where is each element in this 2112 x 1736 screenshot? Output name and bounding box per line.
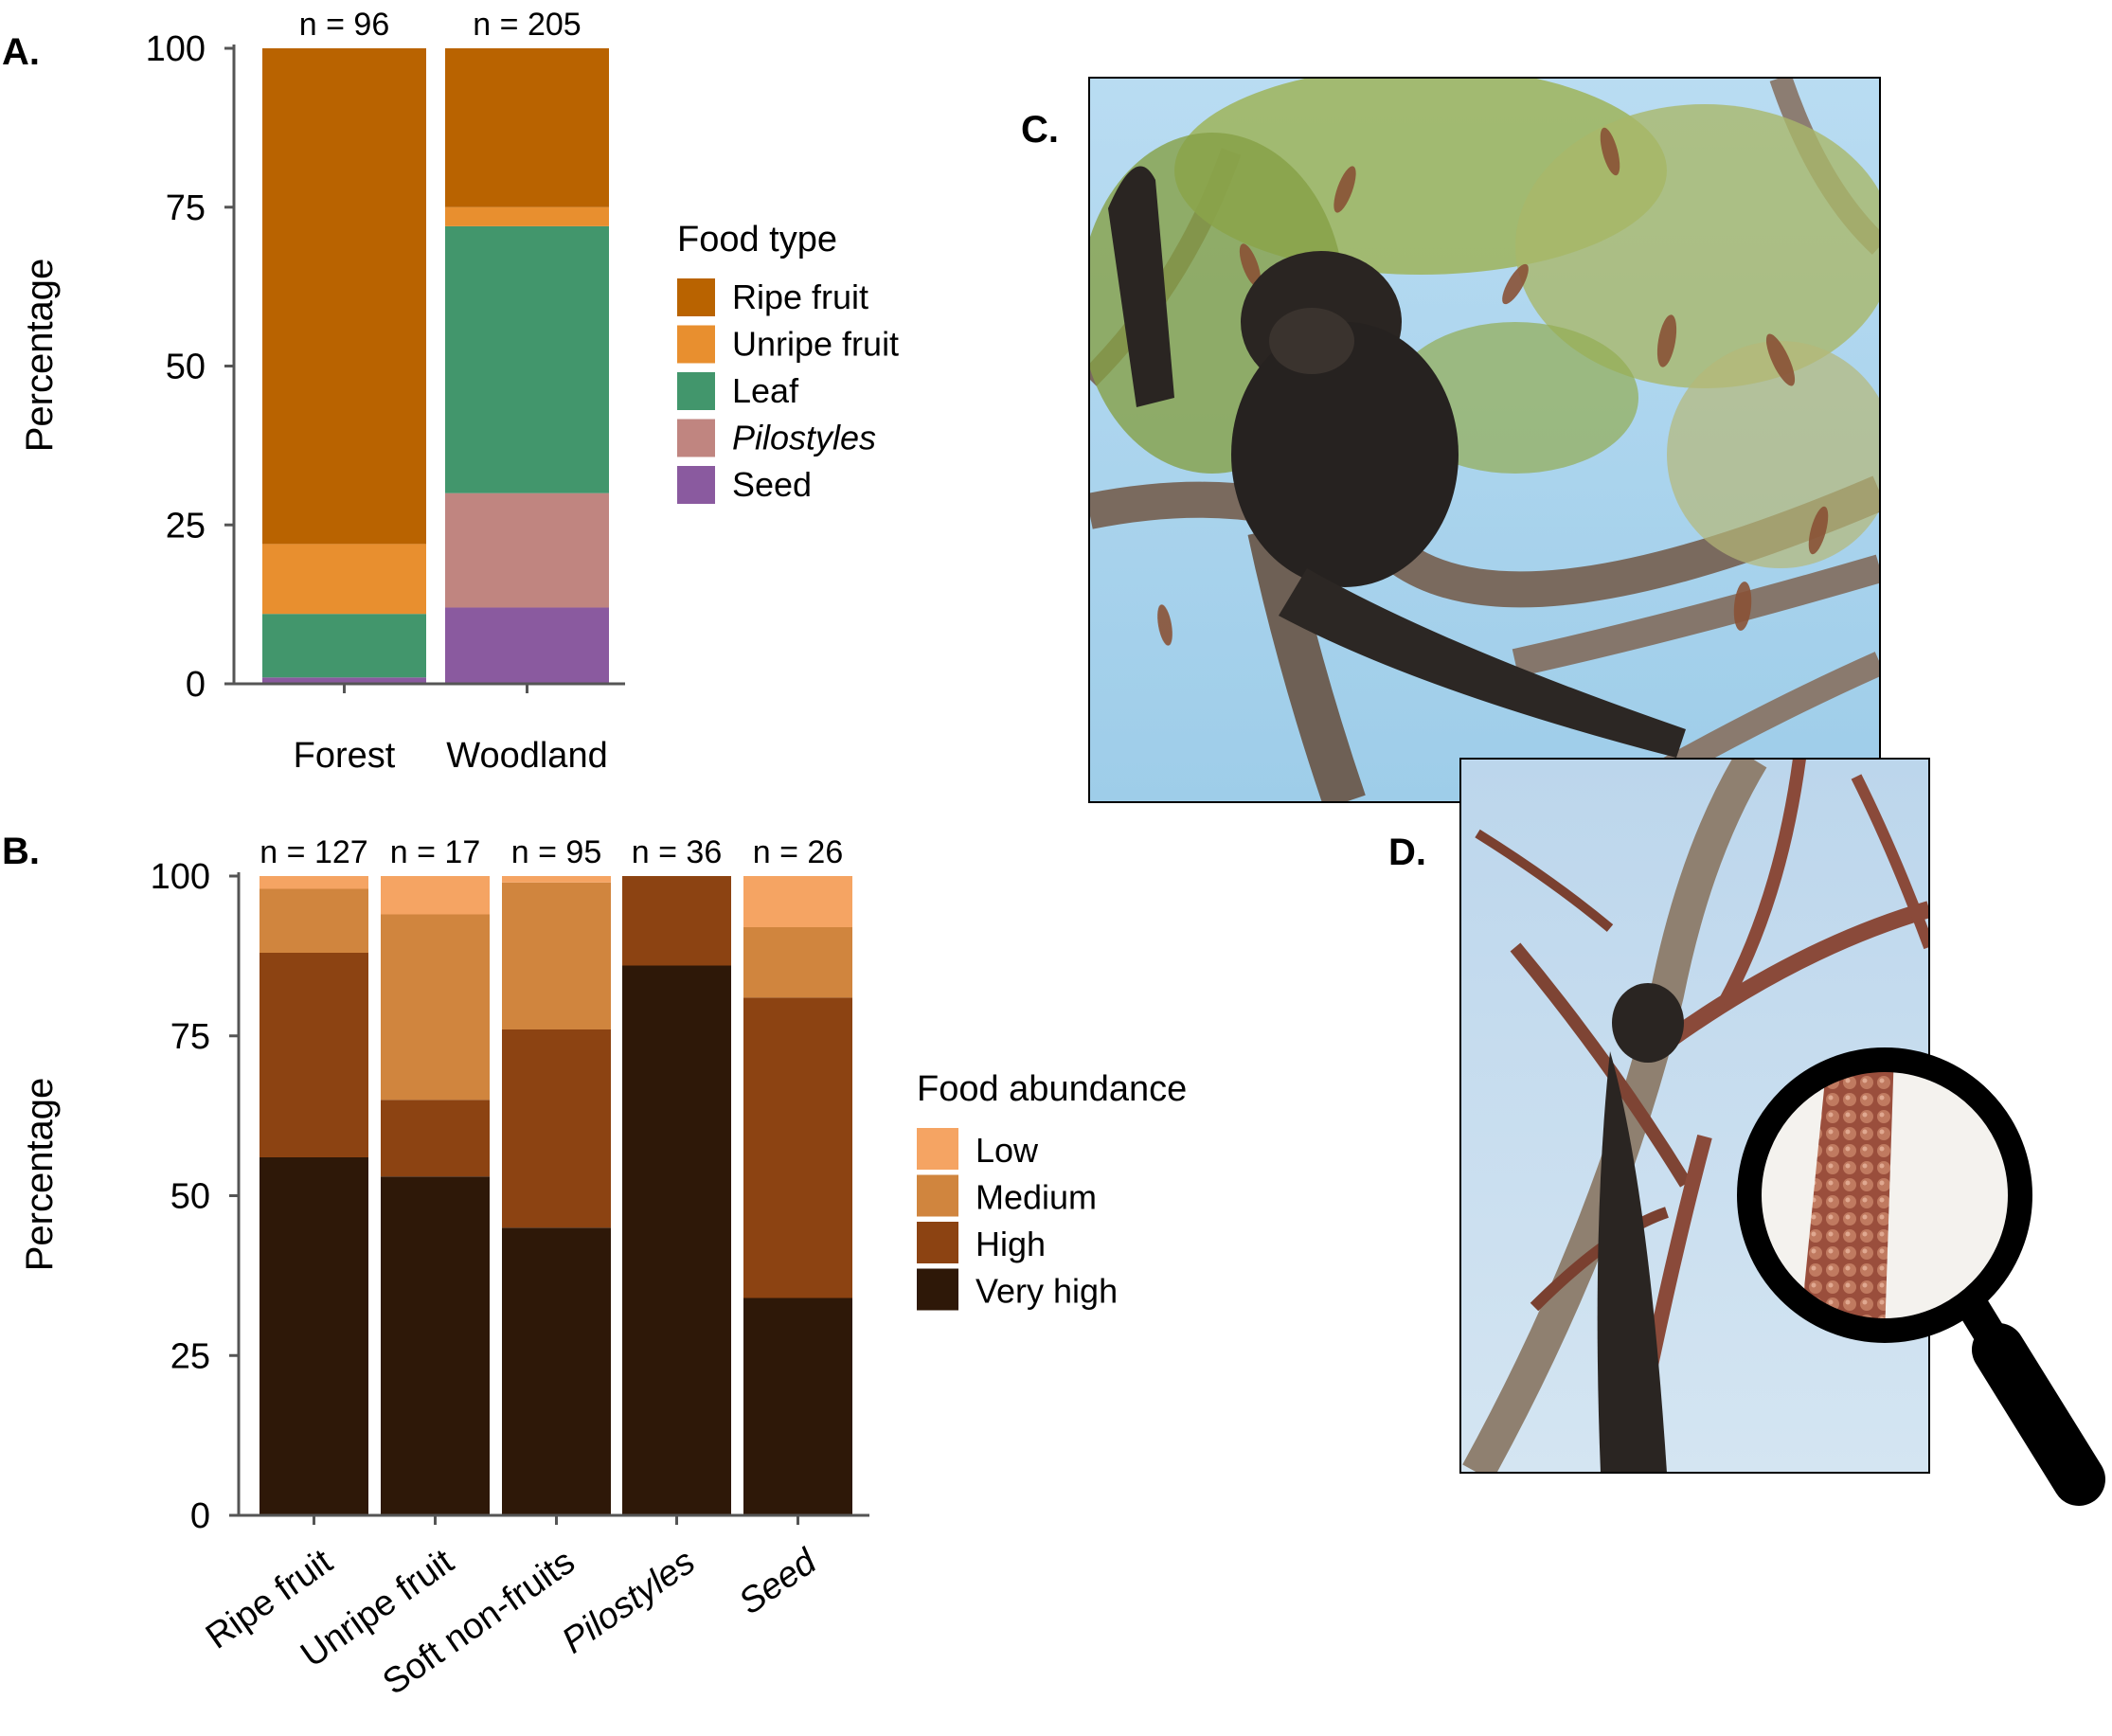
legend-swatch — [677, 419, 715, 457]
bar-segment-pilostyles-2 — [445, 492, 609, 608]
panel-label-a: A. — [2, 31, 40, 73]
legend-swatch — [917, 1128, 958, 1170]
bar-segment-very-high-1 — [260, 1157, 368, 1515]
bar-segment-low-2 — [381, 876, 490, 915]
legend-swatch — [677, 466, 715, 504]
x-tick-label: Forest — [294, 736, 396, 776]
y-tick-label: 25 — [170, 1336, 210, 1376]
bar-segment-unripe-fruit-2 — [445, 206, 609, 226]
legend-swatch — [677, 278, 715, 316]
x-tick-label: Pilostyles — [555, 1542, 703, 1661]
chart-a-bars — [262, 48, 609, 684]
y-axis-title: Percentage — [19, 1078, 61, 1272]
legend-label: Pilostyles — [732, 419, 876, 457]
chart-a-legend: Food type Ripe fruit Unripe fruit Leaf Pilos… — [677, 220, 899, 504]
bar-segment-ripe-fruit-1 — [262, 48, 426, 545]
legend-swatch — [677, 325, 715, 364]
bar-segment-very-high-3 — [502, 1227, 611, 1515]
bar-segment-high-3 — [502, 1029, 611, 1228]
x-tick-label: Seed — [732, 1541, 825, 1622]
bar-segment-medium-3 — [502, 882, 611, 1029]
legend-title: Food type — [677, 220, 837, 260]
n-label: n = 205 — [473, 7, 581, 43]
bar-segment-low-3 — [502, 876, 611, 883]
n-label: n = 95 — [511, 834, 601, 870]
chart-b-legend: Food abundance Low Medium High Very high — [917, 1069, 1187, 1311]
y-tick-label: 50 — [166, 348, 206, 387]
panel-label-d: D. — [1388, 832, 1426, 873]
panel-label-b: B. — [2, 831, 40, 872]
bar-segment-unripe-fruit-1 — [262, 544, 426, 615]
legend-label: Seed — [732, 465, 812, 504]
x-tick-label: Woodland — [446, 736, 607, 776]
bar-segment-ripe-fruit-2 — [445, 48, 609, 207]
bar-segment-medium-2 — [381, 914, 490, 1101]
bar-segment-seed-1 — [262, 677, 426, 684]
bar-segment-low-1 — [260, 876, 368, 889]
bar-segment-medium-5 — [743, 927, 852, 998]
chart-a-axes: n = 96 Forest n = 205 Woodland 0 25 50 75 100 Per… — [19, 7, 625, 776]
photo-c — [1089, 78, 1880, 802]
n-label: n = 127 — [260, 834, 367, 870]
bar-segment-high-1 — [260, 953, 368, 1157]
bar-segment-very-high-4 — [622, 965, 731, 1515]
legend-label: Unripe fruit — [732, 325, 899, 364]
legend-label: Leaf — [732, 371, 799, 410]
legend-swatch — [917, 1268, 958, 1311]
legend-label: Very high — [975, 1272, 1118, 1311]
n-label: n = 96 — [299, 7, 389, 43]
bar-segment-very-high-5 — [743, 1298, 852, 1515]
n-label: n = 17 — [390, 834, 480, 870]
y-tick-label: 50 — [170, 1177, 210, 1217]
y-tick-label: 75 — [166, 188, 206, 228]
magnifier-icon — [1737, 1047, 2105, 1506]
n-label: n = 36 — [632, 834, 722, 870]
chart-b-bars — [260, 876, 852, 1515]
legend-title: Food abundance — [917, 1069, 1187, 1109]
bar-segment-seed-2 — [445, 607, 609, 684]
y-tick-label: 100 — [151, 857, 210, 897]
n-label: n = 26 — [753, 834, 843, 870]
legend-label: High — [975, 1225, 1046, 1263]
bar-segment-high-4 — [622, 876, 731, 966]
y-axis-title: Percentage — [19, 259, 61, 453]
bar-segment-leaf-2 — [445, 225, 609, 493]
legend-label: Low — [975, 1131, 1039, 1170]
legend-label: Ripe fruit — [732, 277, 868, 316]
bar-segment-very-high-2 — [381, 1176, 490, 1515]
y-tick-label: 25 — [166, 506, 206, 546]
y-tick-label: 0 — [186, 665, 206, 705]
legend-swatch — [677, 372, 715, 410]
legend-swatch — [917, 1222, 958, 1263]
legend-swatch — [917, 1174, 958, 1217]
bar-segment-high-5 — [743, 997, 852, 1298]
bar-segment-high-2 — [381, 1100, 490, 1177]
legend-label: Medium — [975, 1178, 1097, 1217]
bar-segment-leaf-1 — [262, 614, 426, 678]
bar-segment-medium-1 — [260, 888, 368, 953]
y-tick-label: 75 — [170, 1017, 210, 1057]
y-tick-label: 100 — [146, 29, 206, 69]
panel-label-c: C. — [1021, 109, 1059, 151]
y-tick-label: 0 — [190, 1496, 210, 1536]
bar-segment-low-5 — [743, 876, 852, 927]
chart-a: n = 96 Forest n = 205 Woodland 0 25 50 75 100 Per… — [19, 7, 899, 776]
